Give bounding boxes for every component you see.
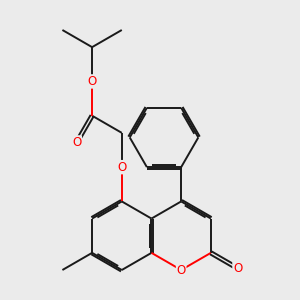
Text: O: O [233,262,242,275]
Text: O: O [72,136,81,149]
Text: O: O [88,75,97,88]
Text: O: O [117,160,126,174]
Text: O: O [177,263,186,277]
